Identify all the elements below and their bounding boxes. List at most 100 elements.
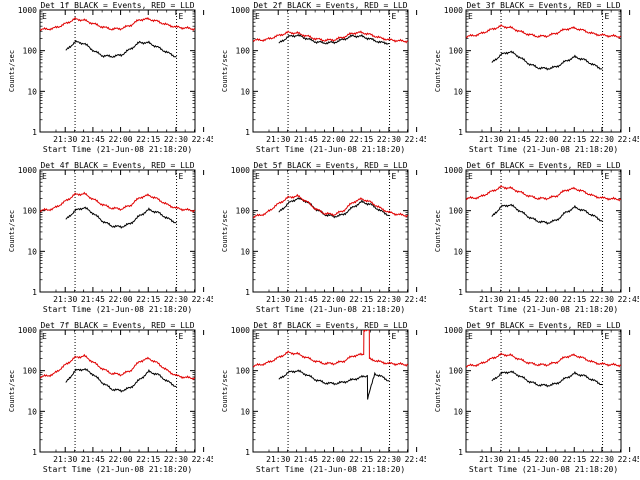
plot-title: Det 4f BLACK = Events, RED = LLD <box>40 161 194 170</box>
detector-plot-2: Det 2f BLACK = Events, RED = LLD 1 10 100 10… <box>221 1 426 154</box>
y-tick-label: 10 <box>27 87 37 96</box>
marker-label-end: E <box>605 12 610 21</box>
x-tick-label: 22:00 <box>109 455 133 464</box>
y-tick-label: 100 <box>449 47 464 56</box>
y-tick-label: 10 <box>453 87 463 96</box>
detector-plot-4: Det 4f BLACK = Events, RED = LLD 1 10 100 10… <box>8 161 213 314</box>
lld-series-line <box>253 30 408 44</box>
x-axis-label: Start Time (21-Jun-08 21:18:20) <box>469 465 618 474</box>
x-tick-label: 22:45 <box>405 295 426 304</box>
marker-label-end: E <box>392 332 397 341</box>
y-tick-label: 10 <box>240 407 250 416</box>
lld-series-line <box>466 24 621 39</box>
lld-series-line <box>466 352 621 368</box>
events-series-line <box>278 369 390 400</box>
events-series-line <box>65 39 177 59</box>
x-tick-label: 22:15 <box>136 455 160 464</box>
detector-plot-7: Det 7f BLACK = Events, RED = LLD 1 10 100 10… <box>8 321 213 474</box>
marker-label-start: E <box>468 172 473 181</box>
x-tick-label: 22:15 <box>562 455 586 464</box>
x-tick-label: 22:15 <box>136 135 160 144</box>
x-tick-label: 21:45 <box>81 135 105 144</box>
x-tick-label: 21:45 <box>294 295 318 304</box>
x-axis-label: Start Time (21-Jun-08 21:18:20) <box>256 305 405 314</box>
plot-title: Det 7f BLACK = Events, RED = LLD <box>40 321 194 330</box>
y-tick-label: 10 <box>27 247 37 256</box>
x-tick-label: 22:45 <box>618 455 639 464</box>
lld-series-line <box>40 353 195 381</box>
y-tick-label: 100 <box>449 207 464 216</box>
x-axis-label: Start Time (21-Jun-08 21:18:20) <box>469 305 618 314</box>
y-tick-label: 1 <box>458 448 463 457</box>
events-series-line <box>491 370 603 388</box>
y-tick-label: 100 <box>23 47 38 56</box>
y-axis-label: Counts/sec <box>221 370 229 412</box>
y-tick-label: 100 <box>449 367 464 376</box>
x-tick-label: 22:15 <box>136 295 160 304</box>
y-tick-label: 1 <box>245 448 250 457</box>
x-tick-label: 21:30 <box>479 295 503 304</box>
y-tick-label: 1000 <box>231 6 250 15</box>
x-tick-label: 22:00 <box>535 135 559 144</box>
x-tick-label: 21:45 <box>294 455 318 464</box>
plot-title: Det 1f BLACK = Events, RED = LLD <box>40 1 194 10</box>
lld-series-line <box>40 191 195 213</box>
x-tick-label: 21:45 <box>507 135 531 144</box>
marker-label-start: E <box>255 332 260 341</box>
x-tick-label: 22:45 <box>618 135 639 144</box>
plot-title: Det 6f BLACK = Events, RED = LLD <box>466 161 620 170</box>
marker-label-end: E <box>179 12 184 21</box>
x-axis-label: Start Time (21-Jun-08 21:18:20) <box>43 305 192 314</box>
y-tick-label: 10 <box>27 407 37 416</box>
detector-plot-6: Det 6f BLACK = Events, RED = LLD 1 10 100 10… <box>434 161 639 314</box>
x-tick-label: 21:30 <box>479 455 503 464</box>
x-tick-label: 22:45 <box>192 135 213 144</box>
plot-frame <box>39 9 196 133</box>
marker-label-end: E <box>605 172 610 181</box>
lld-series-line <box>40 16 195 32</box>
x-tick-label: 22:15 <box>349 135 373 144</box>
x-tick-label: 21:45 <box>81 295 105 304</box>
y-axis-label: Counts/sec <box>8 50 16 92</box>
events-series-line <box>491 50 603 71</box>
y-tick-label: 10 <box>240 247 250 256</box>
marker-label-end: E <box>392 172 397 181</box>
plot-frame <box>465 9 622 133</box>
x-tick-label: 22:30 <box>164 135 188 144</box>
marker-label-start: E <box>42 12 47 21</box>
marker-label-end: E <box>392 12 397 21</box>
x-tick-label: 22:00 <box>109 135 133 144</box>
y-axis-label: Counts/sec <box>434 210 442 252</box>
marker-label-end: E <box>179 172 184 181</box>
x-tick-label: 22:00 <box>322 455 346 464</box>
lld-series-line <box>253 330 408 368</box>
x-tick-label: 21:30 <box>479 135 503 144</box>
x-tick-label: 22:45 <box>192 455 213 464</box>
x-tick-label: 22:30 <box>590 135 614 144</box>
marker-label-start: E <box>255 172 260 181</box>
y-tick-label: 1000 <box>18 166 37 175</box>
y-axis-label: Counts/sec <box>434 370 442 412</box>
plot-title: Det 9f BLACK = Events, RED = LLD <box>466 321 620 330</box>
y-tick-label: 1000 <box>231 326 250 335</box>
plot-frame <box>465 169 622 293</box>
y-tick-label: 1000 <box>444 166 463 175</box>
x-tick-label: 22:45 <box>618 295 639 304</box>
marker-label-start: E <box>468 12 473 21</box>
y-tick-label: 1000 <box>444 6 463 15</box>
y-tick-label: 1000 <box>18 326 37 335</box>
x-tick-label: 22:15 <box>562 295 586 304</box>
plot-frame <box>252 329 409 453</box>
x-tick-label: 22:30 <box>377 135 401 144</box>
y-tick-label: 1 <box>32 128 37 137</box>
y-axis-label: Counts/sec <box>221 50 229 92</box>
x-tick-label: 22:00 <box>109 295 133 304</box>
detector-plot-8: Det 8f BLACK = Events, RED = LLD 1 10 100 10… <box>221 321 426 474</box>
marker-label-end: E <box>605 332 610 341</box>
x-tick-label: 21:30 <box>266 135 290 144</box>
events-series-line <box>65 367 177 393</box>
x-tick-label: 22:30 <box>164 455 188 464</box>
x-tick-label: 22:15 <box>349 295 373 304</box>
y-axis-label: Counts/sec <box>434 50 442 92</box>
x-tick-label: 22:30 <box>377 295 401 304</box>
